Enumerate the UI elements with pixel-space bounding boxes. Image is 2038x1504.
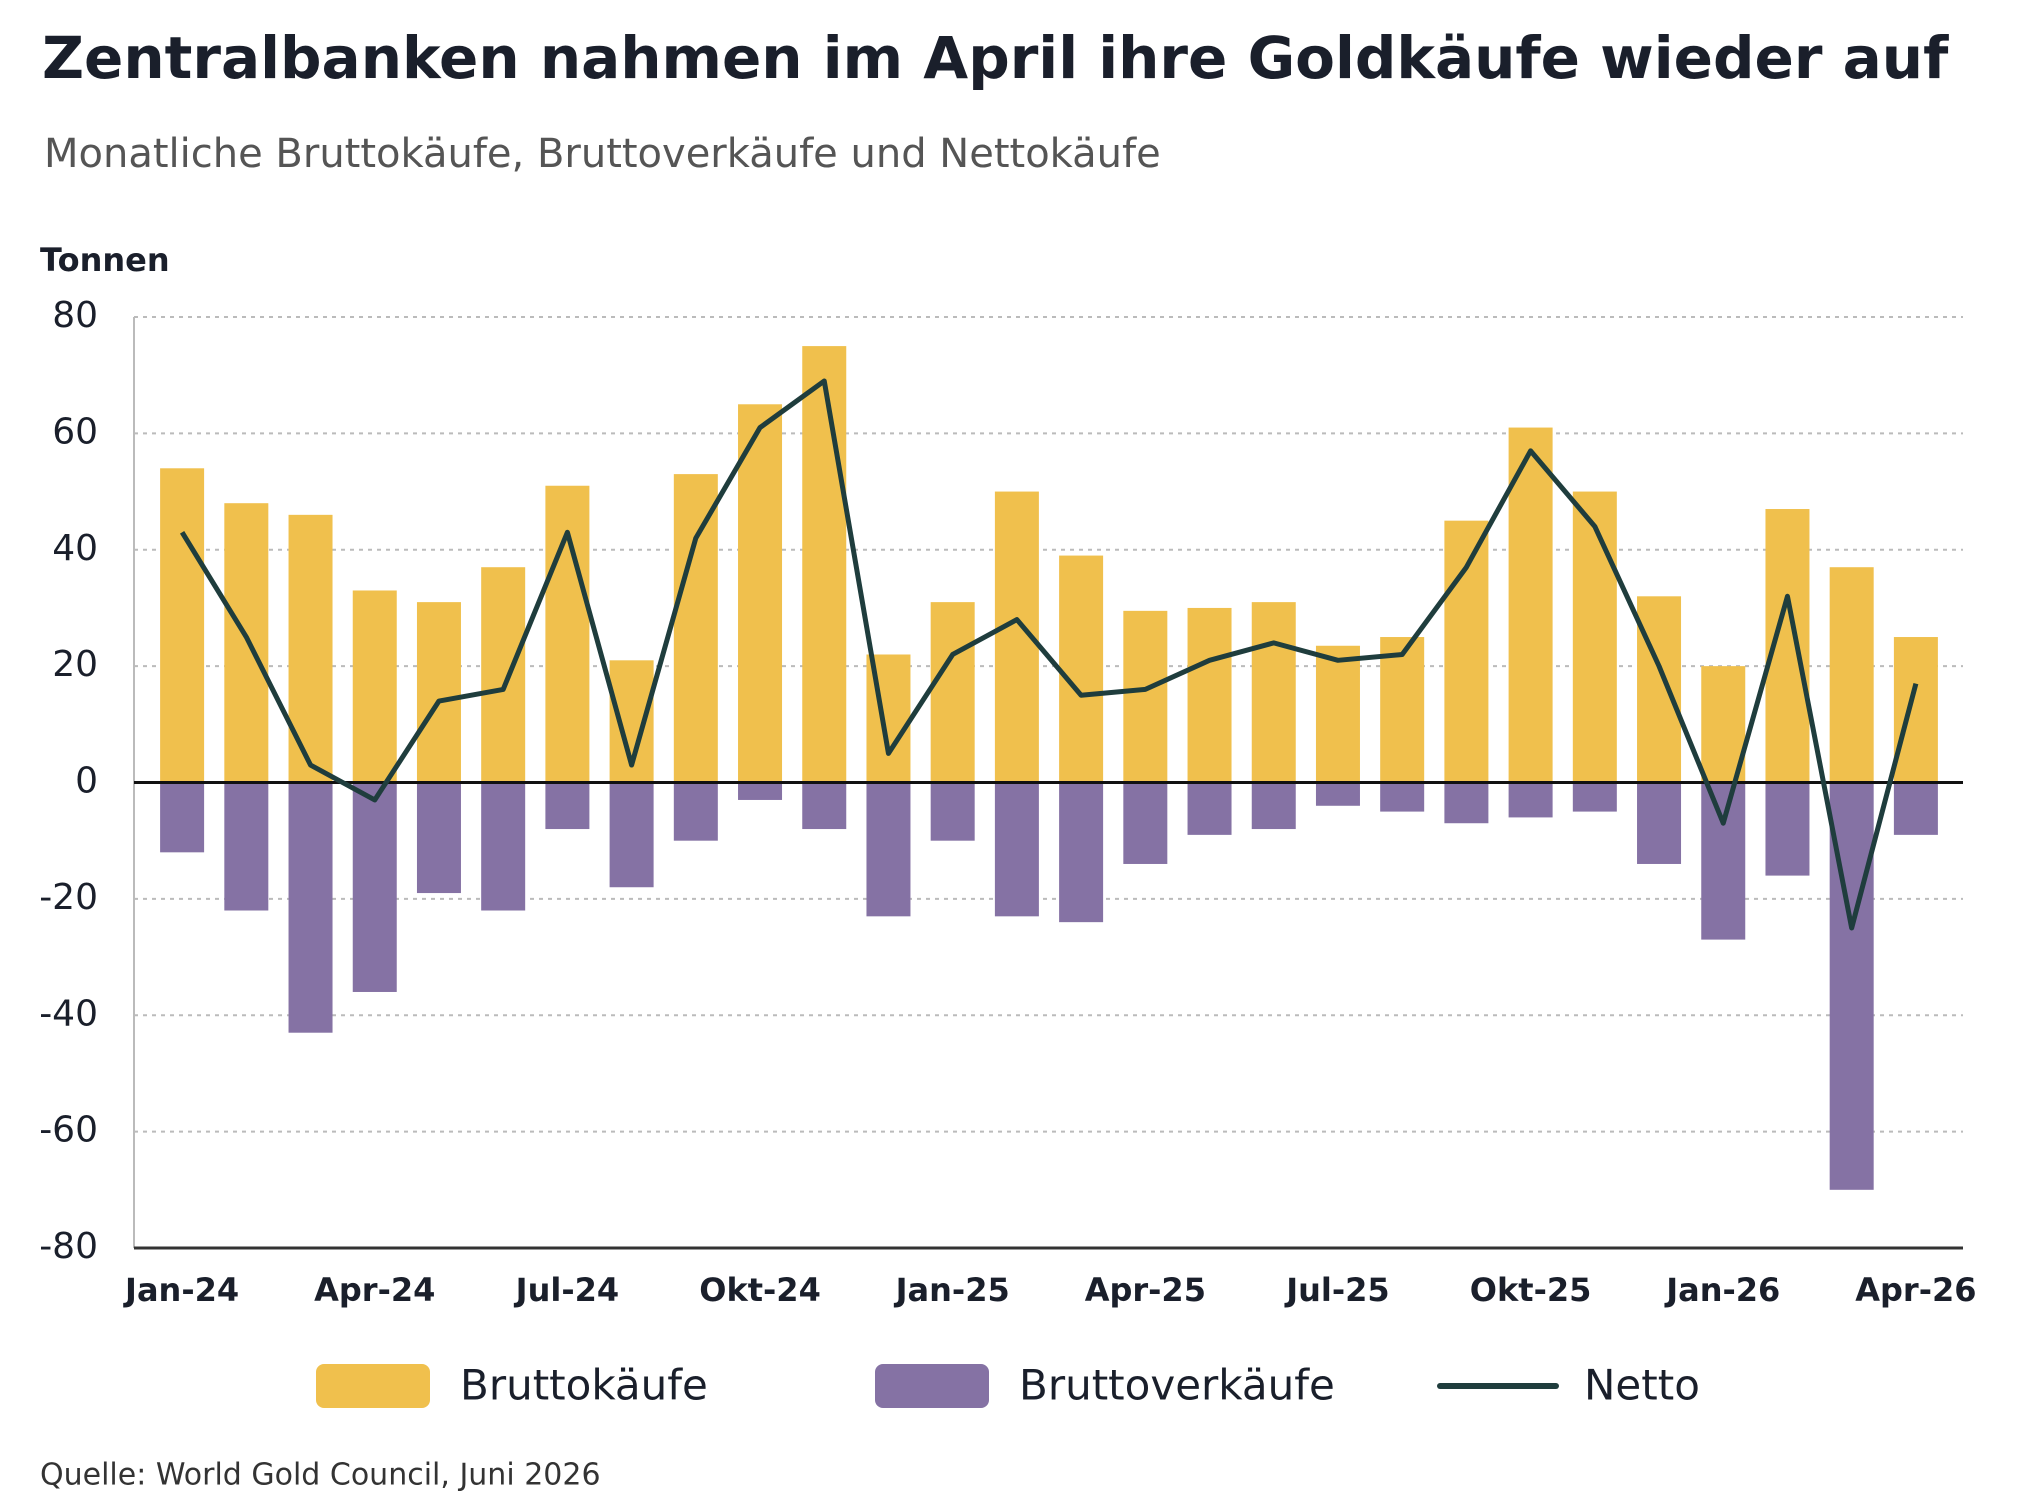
bar bbox=[1187, 782, 1232, 835]
bar bbox=[1444, 520, 1489, 783]
y-tick-label: -20 bbox=[39, 877, 98, 918]
bar bbox=[481, 567, 526, 783]
bar bbox=[1508, 782, 1553, 818]
bar bbox=[1380, 637, 1425, 783]
bar bbox=[802, 782, 847, 830]
bar bbox=[1572, 491, 1617, 783]
line bbox=[179, 378, 1919, 931]
bar bbox=[1315, 782, 1360, 806]
bar bbox=[673, 474, 718, 783]
y-tick-label: 40 bbox=[52, 528, 98, 569]
bar bbox=[352, 590, 397, 783]
bar bbox=[866, 782, 911, 917]
bar bbox=[224, 782, 269, 911]
legend-swatch bbox=[875, 1364, 989, 1408]
bar bbox=[1251, 602, 1296, 783]
bar bbox=[1829, 567, 1874, 783]
bar bbox=[1637, 782, 1682, 864]
chart-title: Zentralbanken nahmen im April ihre Goldk… bbox=[42, 24, 1949, 92]
x-tick-label: Okt-25 bbox=[1470, 1271, 1592, 1309]
bar bbox=[288, 782, 333, 1033]
x-tick-label: Jul-24 bbox=[514, 1271, 619, 1309]
bar bbox=[1893, 637, 1938, 783]
bar bbox=[738, 404, 783, 783]
bar bbox=[1187, 607, 1232, 783]
bar bbox=[481, 782, 526, 911]
bar bbox=[288, 514, 333, 783]
y-tick-label: 0 bbox=[75, 761, 98, 802]
bar bbox=[416, 602, 461, 783]
bar bbox=[1508, 427, 1553, 783]
x-tick-label: Jul-25 bbox=[1284, 1271, 1389, 1309]
bar bbox=[160, 782, 205, 853]
y-tick-label: 80 bbox=[52, 295, 98, 336]
x-tick-label: Apr-24 bbox=[314, 1271, 435, 1309]
y-tick-label: 60 bbox=[52, 411, 98, 452]
y-tick-label: -60 bbox=[39, 1110, 98, 1151]
legend-label: Bruttokäufe bbox=[460, 1361, 708, 1410]
bar bbox=[1123, 782, 1168, 864]
bar bbox=[930, 782, 975, 841]
x-tick-label: Jan-26 bbox=[1664, 1271, 1780, 1309]
y-tick-label: -40 bbox=[39, 993, 98, 1034]
bar bbox=[224, 503, 269, 783]
bar bbox=[1765, 782, 1810, 876]
bar bbox=[802, 346, 847, 783]
bar bbox=[1637, 596, 1682, 783]
bar bbox=[416, 782, 461, 894]
bar bbox=[1251, 782, 1296, 830]
bar bbox=[1059, 782, 1104, 923]
x-tick-label: Apr-26 bbox=[1855, 1271, 1976, 1309]
bar bbox=[1059, 555, 1104, 783]
bar bbox=[738, 782, 783, 800]
x-tick-label: Jan-24 bbox=[123, 1271, 239, 1309]
bar bbox=[1123, 610, 1168, 783]
bar bbox=[673, 782, 718, 841]
bar bbox=[1701, 782, 1746, 940]
y-axis-label: Tonnen bbox=[40, 241, 170, 279]
bar bbox=[160, 468, 205, 783]
bar bbox=[1380, 782, 1425, 812]
bar bbox=[609, 782, 654, 888]
source: Quelle: World Gold Council, Juni 2026 bbox=[40, 1458, 601, 1493]
bar bbox=[545, 782, 590, 830]
bar bbox=[1315, 645, 1360, 783]
y-tick-label: 20 bbox=[52, 644, 98, 685]
legend-swatch bbox=[316, 1364, 430, 1408]
bar bbox=[1444, 782, 1489, 824]
bar bbox=[994, 782, 1039, 917]
legend-label: Bruttoverkäufe bbox=[1019, 1361, 1335, 1410]
y-tick-label: -80 bbox=[39, 1226, 98, 1267]
bar bbox=[1893, 782, 1938, 835]
bar bbox=[1572, 782, 1617, 812]
bar bbox=[352, 782, 397, 992]
bar bbox=[930, 602, 975, 783]
x-tick-label: Jan-25 bbox=[894, 1271, 1010, 1309]
x-tick-label: Okt-24 bbox=[699, 1271, 821, 1309]
legend-label: Netto bbox=[1584, 1361, 1700, 1410]
chart-subtitle: Monatliche Bruttokäufe, Bruttoverkäufe u… bbox=[44, 131, 1161, 177]
x-tick-label: Apr-25 bbox=[1085, 1271, 1206, 1309]
